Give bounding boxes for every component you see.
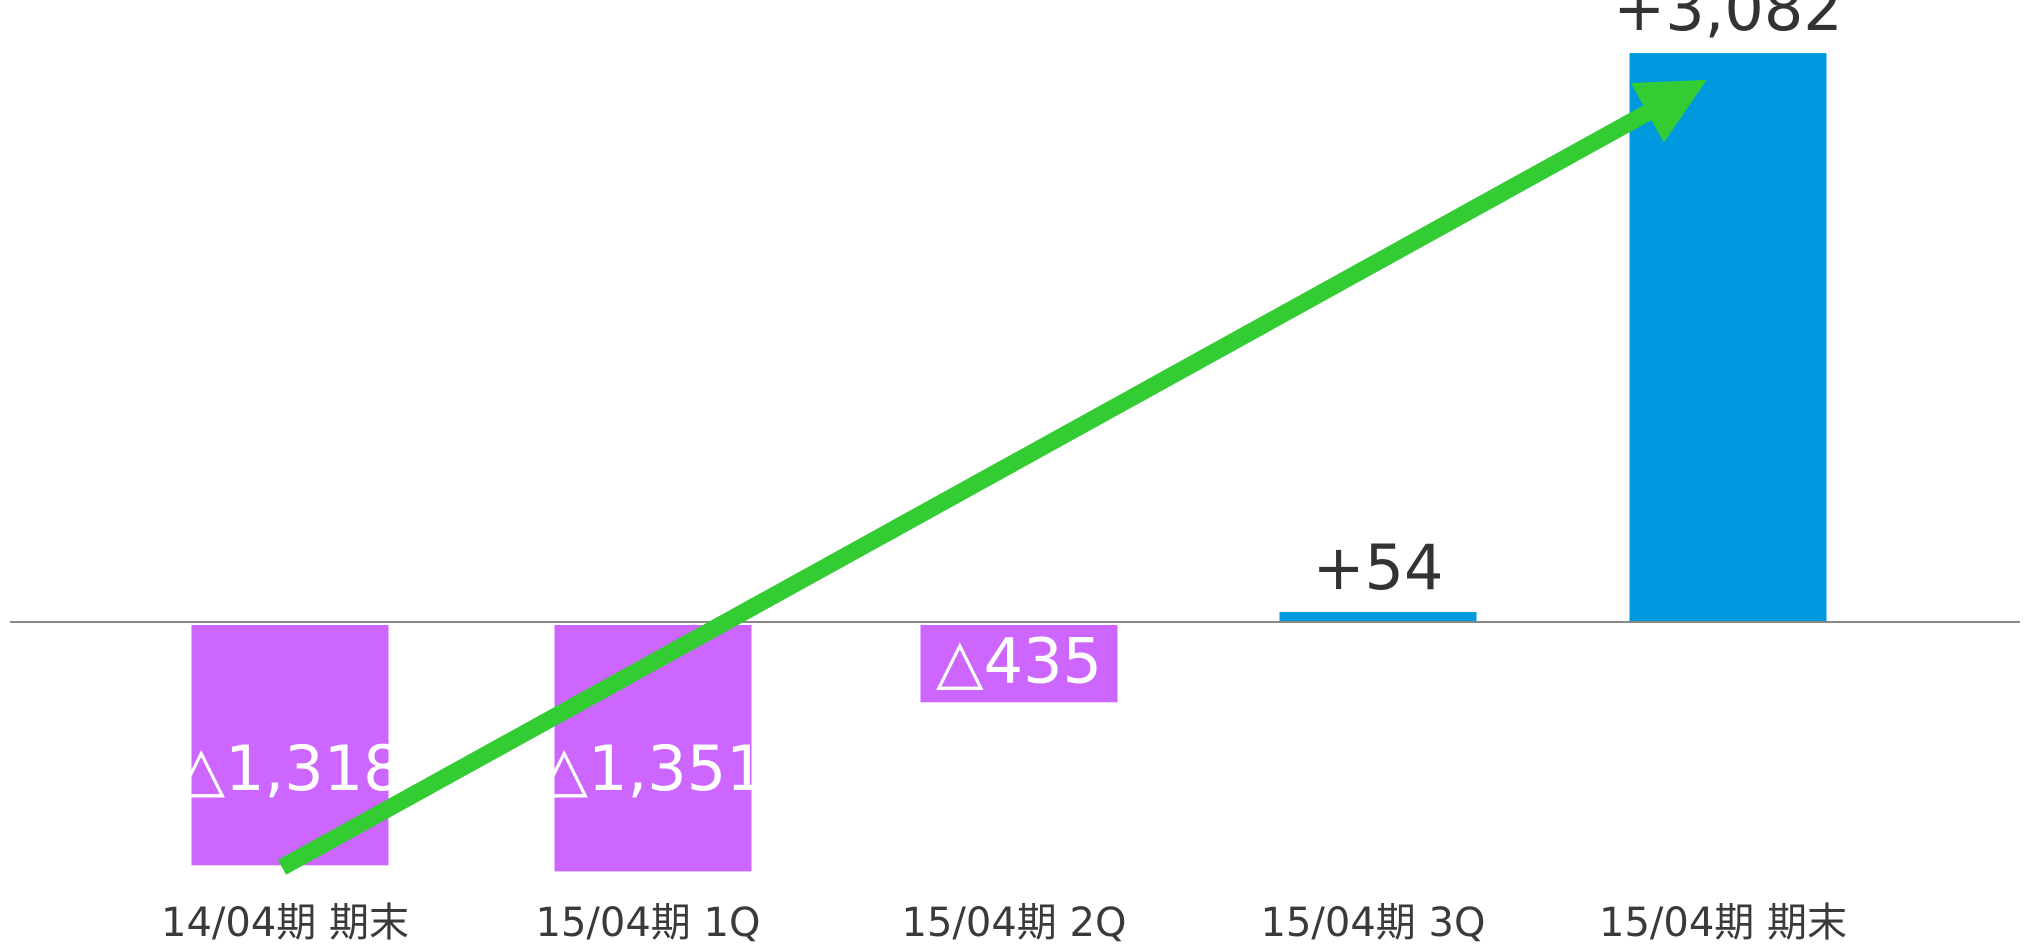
bar-3 [920,625,1118,703]
x-tick-label-4: 15/04期 3Q [1261,900,1486,945]
data-label-3: △435 [936,625,1102,698]
x-tick-label-3: 15/04期 2Q [902,900,1127,945]
bar-5 [1629,53,1827,622]
x-tick-label-5: 15/04期 期末 [1599,900,1847,945]
data-label-4: +54 [1313,531,1444,604]
x-tick-label-2: 15/04期 1Q [536,900,761,945]
x-tick-label-1: 14/04期 期末 [161,900,409,945]
bar-4 [1279,612,1477,622]
trend-arrow-icon [277,79,1707,875]
data-label-5: +3,082 [1613,0,1842,45]
data-label-2: △1,351 [540,732,765,805]
data-label-1: △1,318 [177,732,402,805]
